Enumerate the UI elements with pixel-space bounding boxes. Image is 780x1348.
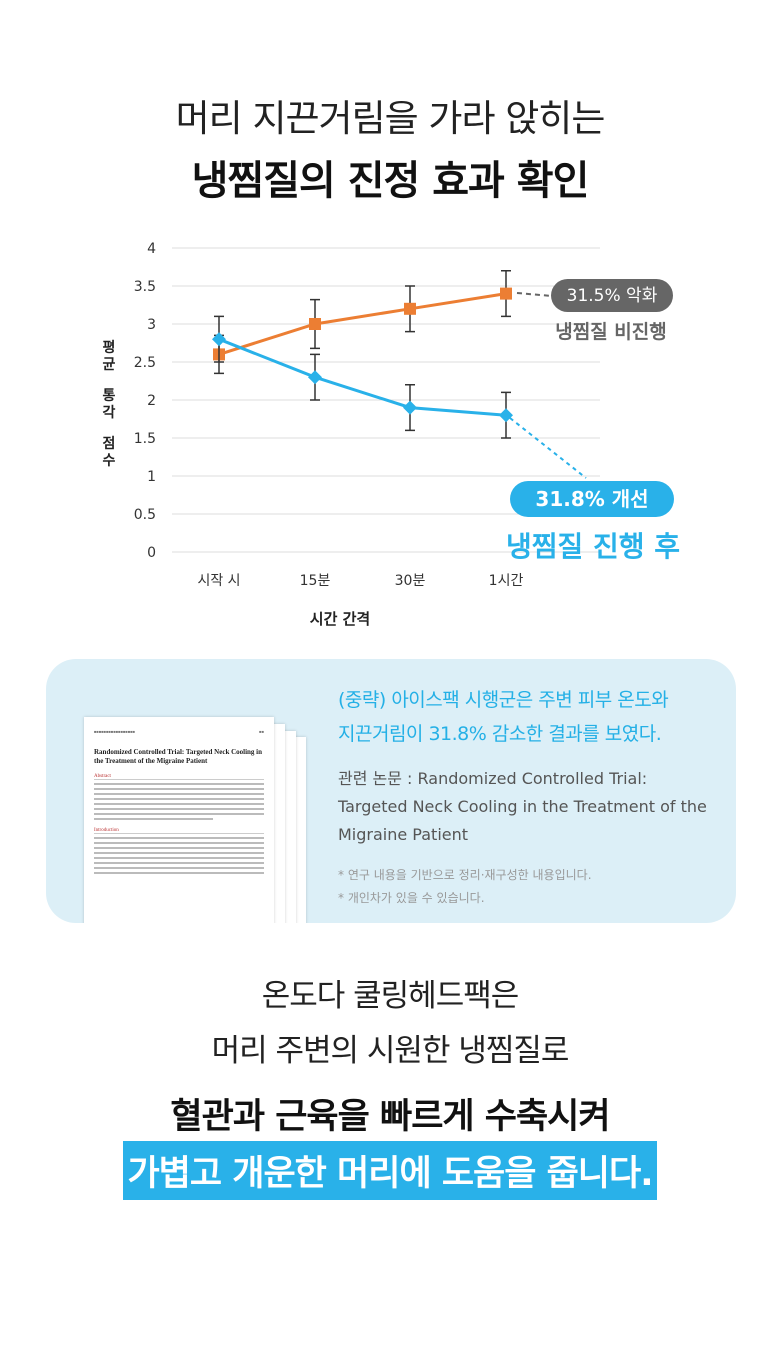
x-tick-label: 15분 — [300, 573, 331, 589]
data-point — [404, 302, 416, 315]
closing-line3: 혈관과 근육을 빠르게 수축시켜 — [170, 1097, 610, 1137]
closing-line2: 머리 주변의 시원한 냉찜질로 — [211, 1033, 570, 1069]
data-point — [212, 332, 226, 347]
paper-intro-heading: Introduction — [94, 828, 264, 834]
y-axis-label-char: 평 — [103, 339, 116, 356]
paper-highlight: (중략) 아이스팩 시행군은 주변 피부 온도와 지끈거림이 31.8% 감소한… — [338, 683, 718, 751]
y-tick-label: 2.5 — [134, 355, 156, 371]
paper-citation-line3: Migraine Patient — [338, 825, 469, 844]
series-cooling — [212, 315, 513, 439]
y-tick-label: 0 — [147, 545, 156, 561]
y-axis-label-char: 균 — [103, 357, 116, 373]
worse-connector — [516, 292, 553, 297]
worse-label: 냉찜질 비진행 — [555, 321, 667, 343]
y-tick-label: 1 — [147, 469, 156, 485]
y-tick-label: 0.5 — [134, 507, 156, 523]
chart-annotations: 31.5% 악화 냉찜질 비진행 31.8% 개선 냉찜질 진행 후 — [506, 279, 680, 563]
chart-series — [212, 270, 513, 439]
x-tick-label: 30분 — [395, 573, 426, 589]
closing-line1: 온도다 쿨링헤드팩은 — [261, 978, 520, 1014]
paper-citation: 관련 논문 : Randomized Controlled Trial: Tar… — [338, 765, 718, 849]
series-line — [218, 292, 507, 356]
better-connector — [509, 417, 587, 479]
better-badge-bg — [510, 481, 674, 517]
paper-header: ■■■■■■■■■■■■■■■■■ ■■ — [94, 729, 264, 734]
paper-highlight-line1: (중략) 아이스팩 시행군은 주변 피부 온도와 — [338, 689, 669, 711]
paper-reference-box: ■■■■■■■■■■■■■■■■■ ■■ Randomized Controlle… — [46, 659, 736, 923]
headline-line2: 냉찜질의 진정 효과 확인 — [191, 158, 590, 204]
data-point — [308, 370, 322, 385]
paper-highlight-line2: 지끈거림이 31.8% 감소한 결과를 보였다. — [338, 723, 662, 745]
y-tick-label: 2 — [147, 393, 156, 409]
worse-badge-bg — [551, 279, 673, 312]
paper-citation-line1: 관련 논문 : Randomized Controlled Trial: — [338, 769, 648, 788]
series-line — [218, 337, 507, 417]
y-axis-label-char: 통 — [103, 388, 116, 404]
y-tick-label: 3 — [147, 317, 156, 333]
x-tick-label: 1시간 — [489, 573, 524, 589]
x-tick-label: 시작 시 — [197, 573, 240, 589]
paper-citation-line2: Targeted Neck Cooling in the Treatment o… — [338, 797, 707, 816]
paper-abstract-heading: Abstract — [94, 774, 264, 780]
disclaimer-note-2: * 개인차가 있을 수 있습니다. — [338, 891, 485, 905]
worse-badge: 31.5% 악화 — [567, 286, 658, 306]
better-badge: 31.8% 개선 — [535, 487, 648, 511]
y-axis-label-char: 점 — [103, 435, 116, 452]
pain-score-chart: 0 0.5 1 1.5 2 2.5 3 3.5 4 시작 시 15분 30분 1시간 31.5% 악화… — [103, 241, 680, 628]
y-tick-labels: 0 0.5 1 1.5 2 2.5 3 3.5 4 — [134, 241, 156, 561]
y-axis-label-char: 각 — [103, 404, 116, 421]
data-point — [500, 287, 512, 300]
x-axis-label: 시간 간격 — [310, 610, 370, 628]
data-point — [499, 408, 513, 423]
series-no-cooling — [213, 270, 512, 375]
closing-line4-highlight: 가볍고 개운한 머리에 도움을 줍니다. — [123, 1141, 657, 1200]
y-tick-label: 4 — [147, 241, 156, 257]
y-tick-label: 1.5 — [134, 431, 156, 447]
headline-line1: 머리 지끈거림을 가라 앉히는 — [175, 97, 606, 140]
better-label: 냉찜질 진행 후 — [506, 530, 680, 563]
data-point — [403, 400, 417, 415]
data-point — [309, 318, 321, 330]
paper-thumbnail: ■■■■■■■■■■■■■■■■■ ■■ Randomized Controlle… — [84, 717, 274, 923]
paper-title: Randomized Controlled Trial: Targeted Ne… — [94, 748, 263, 765]
y-tick-label: 3.5 — [134, 279, 156, 295]
x-tick-labels: 시작 시 15분 30분 1시간 — [197, 573, 523, 589]
y-axis-label-char: 수 — [103, 453, 116, 469]
disclaimer-note-1: * 연구 내용을 기반으로 정리·재구성한 내용입니다. — [338, 868, 592, 882]
